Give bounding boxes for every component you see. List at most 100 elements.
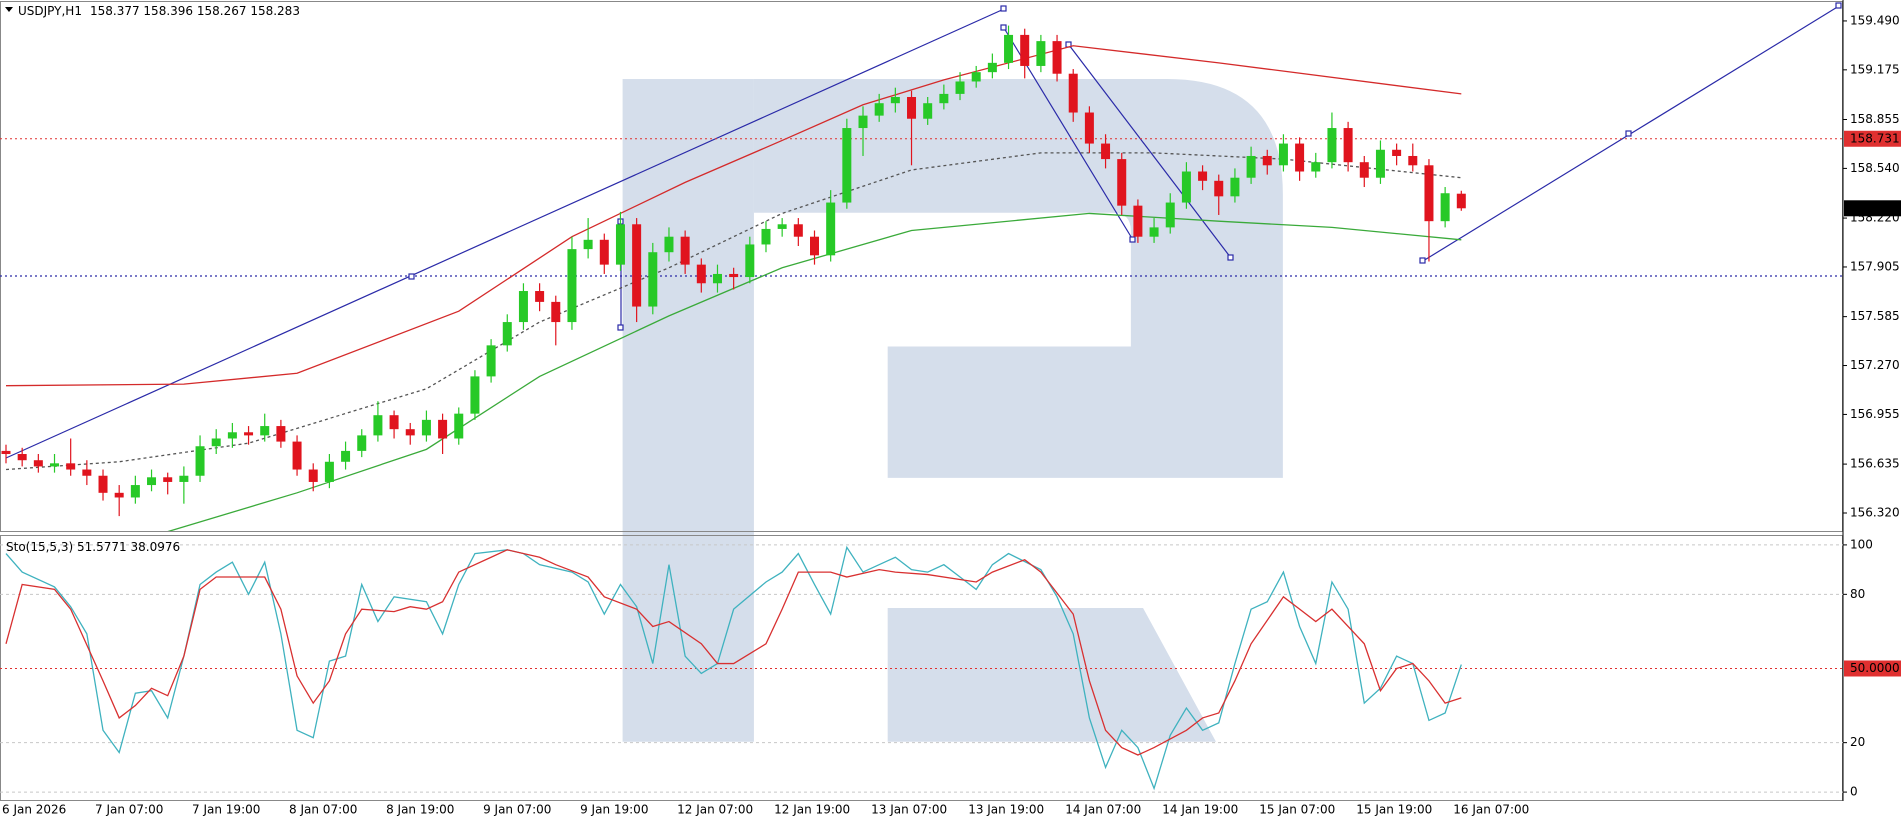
x-tick-label: 13 Jan 07:00	[871, 803, 947, 817]
y-tick-label: 157.585	[1850, 309, 1900, 323]
last-price-box	[1844, 200, 1901, 217]
candle-body	[1084, 112, 1094, 144]
y-tick-label: 80	[1850, 587, 1865, 601]
candle-body	[1149, 227, 1159, 237]
candle-body	[82, 469, 92, 476]
x-tick-label: 14 Jan 19:00	[1162, 803, 1238, 817]
x-tick-label: 13 Jan 19:00	[968, 803, 1044, 817]
candle-body	[1392, 149, 1402, 156]
candle-body	[373, 415, 383, 436]
x-tick-label: 15 Jan 07:00	[1259, 803, 1335, 817]
open-value: 158.377	[90, 4, 140, 18]
candle-body	[17, 454, 27, 461]
moving-average	[5, 152, 1462, 471]
y-tick-label: 156.320	[1850, 505, 1900, 519]
candle-body	[1117, 159, 1127, 206]
x-tick-label: 7 Jan 07:00	[95, 803, 163, 817]
candle-body	[211, 438, 221, 447]
candle-body	[955, 81, 965, 94]
x-tick-label: 8 Jan 07:00	[289, 803, 357, 817]
y-tick-label: 20	[1850, 735, 1865, 749]
candle-body	[114, 492, 124, 498]
trend-line	[5, 8, 1005, 459]
oscillator-line	[5, 545, 1462, 791]
candle-body	[421, 419, 431, 436]
x-tick-label: 8 Jan 19:00	[386, 803, 454, 817]
candle-body	[712, 273, 722, 284]
candle-body	[777, 224, 787, 229]
candle-body	[1214, 180, 1224, 197]
candle-body	[874, 103, 884, 116]
candle-body	[50, 463, 60, 467]
candle-body	[939, 93, 949, 104]
candle-body	[1311, 162, 1321, 172]
last-price-label: 158.283	[1850, 201, 1900, 215]
candle-body	[971, 72, 981, 82]
candle-body	[599, 239, 609, 265]
oscillator-title: Sto(15,5,3)	[6, 540, 73, 554]
level-label: 158.731	[1850, 131, 1900, 145]
candle-body	[1181, 171, 1191, 203]
y-tick-label: 159.490	[1850, 13, 1900, 27]
candle-body	[826, 202, 836, 256]
candle-body	[1424, 165, 1434, 222]
y-tick-label: 157.905	[1850, 259, 1900, 273]
candle-body	[454, 413, 464, 439]
moving-average	[167, 212, 1462, 531]
candle-body	[583, 239, 593, 250]
candle-body	[389, 415, 399, 430]
level-box	[1844, 660, 1901, 677]
axes: 159.490159.175158.855158.540158.220157.9…	[2, 13, 1901, 817]
x-tick-label: 7 Jan 19:00	[192, 803, 260, 817]
candle-body	[1133, 205, 1143, 237]
candle-body	[227, 432, 237, 439]
candle-body	[1101, 143, 1111, 160]
candle-body	[33, 460, 43, 467]
candle-body	[1262, 155, 1272, 166]
candle-body	[438, 419, 448, 439]
candle-body	[1004, 34, 1014, 63]
candle-body	[1246, 155, 1256, 178]
x-tick-label: 9 Jan 19:00	[580, 803, 648, 817]
candle-body	[1052, 41, 1062, 74]
high-value: 158.396	[143, 4, 193, 18]
candle-body	[260, 426, 270, 436]
candle-body	[1165, 202, 1175, 228]
x-tick-label: 6 Jan 2026	[2, 803, 66, 817]
candle-body	[357, 435, 367, 451]
candle-body	[163, 477, 173, 482]
y-tick-label: 156.955	[1850, 407, 1900, 421]
candle-body	[292, 441, 302, 470]
candle-body	[664, 236, 674, 253]
candle-body	[66, 463, 76, 470]
level-box	[1844, 130, 1901, 147]
candle-body	[308, 469, 318, 482]
candle-body	[179, 475, 189, 482]
candle-body	[648, 252, 658, 307]
y-tick-label: 158.855	[1850, 112, 1900, 126]
candle-body	[1068, 73, 1078, 113]
candle-body	[324, 461, 334, 482]
candle-body	[842, 128, 852, 203]
price-plot	[0, 25, 1843, 531]
candle-body	[696, 264, 706, 284]
close-value: 158.283	[250, 4, 300, 18]
price-header: USDJPY,H1 158.377 158.396 158.267 158.283	[18, 4, 300, 18]
candle-body	[793, 224, 803, 237]
trend-line	[1068, 44, 1232, 259]
candle-body	[761, 228, 771, 245]
candle-body	[535, 291, 545, 302]
menu-arrow	[5, 7, 13, 12]
candle-body	[1278, 143, 1288, 166]
candle-body	[405, 429, 415, 436]
symbol: USDJPY,H1	[18, 4, 82, 18]
oscillator-header: Sto(15,5,3) 51.5771 38.0976	[6, 540, 180, 554]
x-tick-label: 9 Jan 07:00	[483, 803, 551, 817]
y-tick-label: 0	[1850, 785, 1858, 799]
main-value: 51.5771	[77, 540, 127, 554]
trend-lines	[0, 2, 1843, 459]
x-tick-label: 14 Jan 07:00	[1065, 803, 1141, 817]
candle-body	[244, 432, 254, 436]
x-tick-label: 16 Jan 07:00	[1453, 803, 1529, 817]
